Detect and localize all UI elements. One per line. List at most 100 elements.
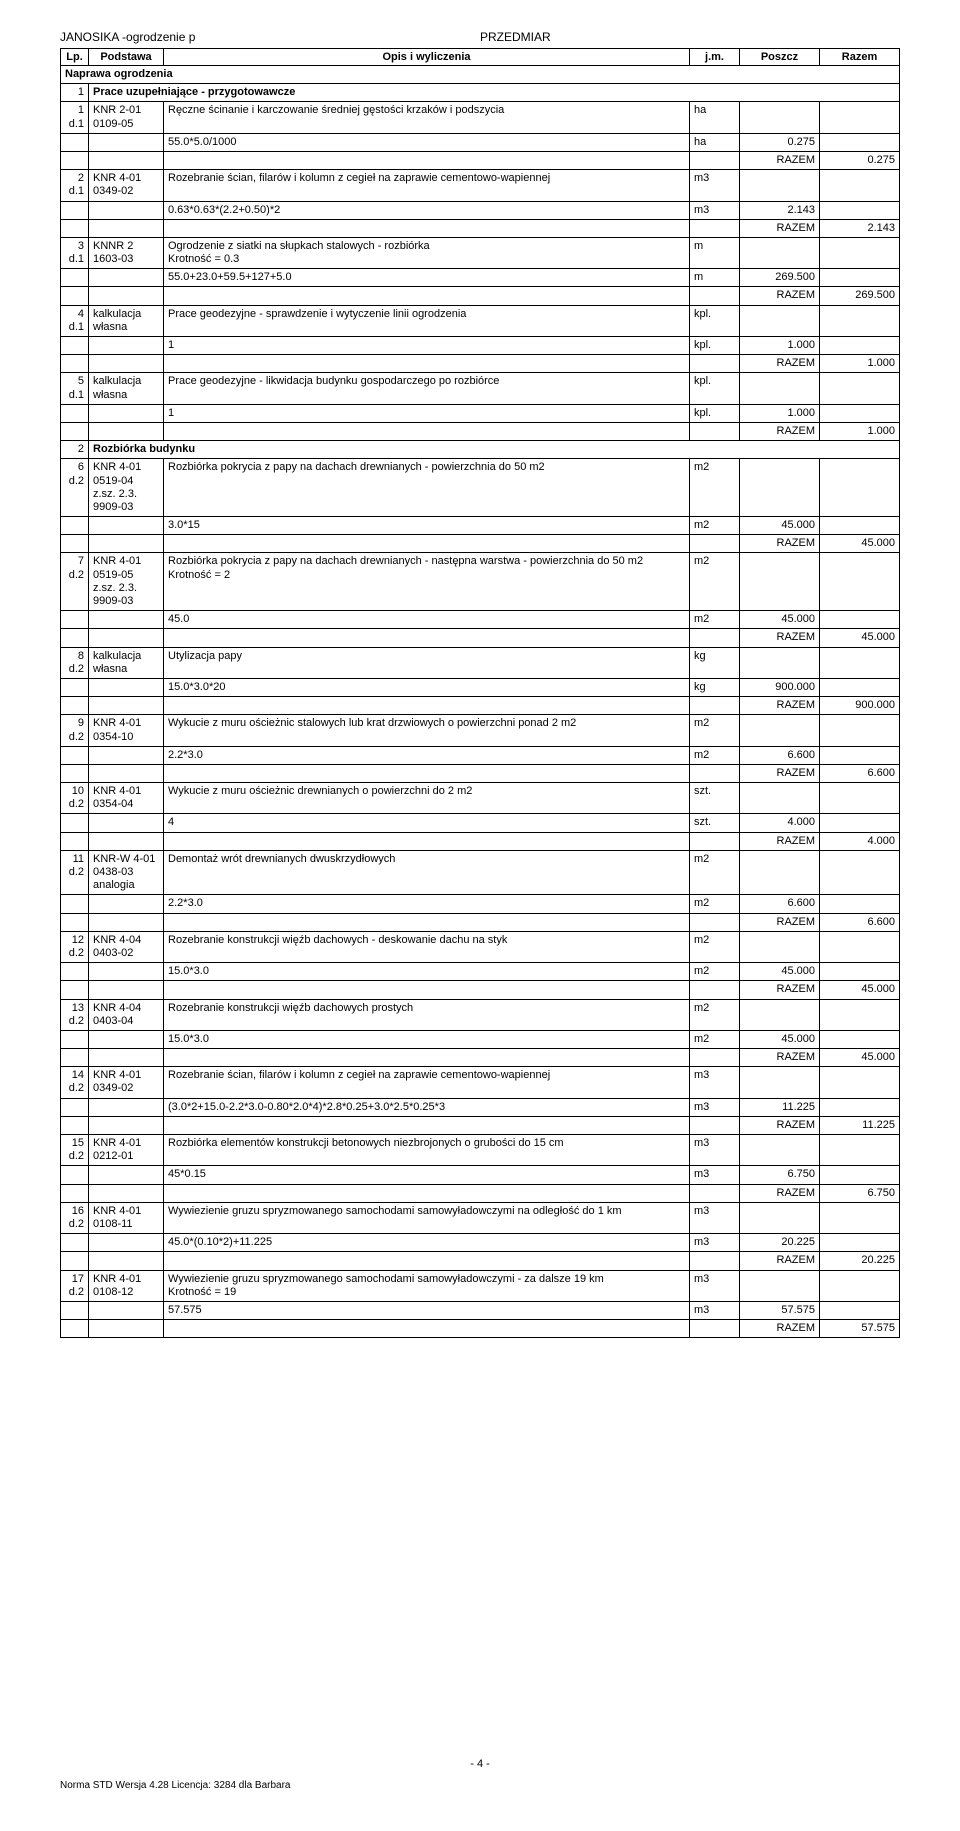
cell: Rozbiórka pokrycia z papy na dachach dre… xyxy=(164,553,690,611)
table-row: Naprawa ogrodzenia xyxy=(61,66,900,84)
cell xyxy=(89,1166,164,1184)
cell: 15 d.2 xyxy=(61,1135,89,1166)
cell: RAZEM xyxy=(740,764,820,782)
cell: 7 d.2 xyxy=(61,553,89,611)
table-row: 1kpl.1.000 xyxy=(61,404,900,422)
cell xyxy=(61,764,89,782)
cell: 2.2*3.0 xyxy=(164,746,690,764)
table-row: 11 d.2KNR-W 4-01 0438-03 analogiaDemonta… xyxy=(61,850,900,895)
cell xyxy=(61,1116,89,1134)
cell: Ogrodzenie z siatki na słupkach stalowyc… xyxy=(164,237,690,268)
cell: 3 d.1 xyxy=(61,237,89,268)
cell xyxy=(61,355,89,373)
cell xyxy=(89,422,164,440)
cell xyxy=(61,1320,89,1338)
cell: 1 xyxy=(164,337,690,355)
cell: 45.0*(0.10*2)+11.225 xyxy=(164,1234,690,1252)
cell: 0.275 xyxy=(820,151,900,169)
cell xyxy=(820,783,900,814)
cell xyxy=(61,963,89,981)
cell: m3 xyxy=(690,1234,740,1252)
cell xyxy=(820,170,900,201)
cell xyxy=(820,305,900,336)
cell: KNR-W 4-01 0438-03 analogia xyxy=(89,850,164,895)
cell xyxy=(820,999,900,1030)
cell: 15.0*3.0 xyxy=(164,1030,690,1048)
cell xyxy=(164,832,690,850)
cell: 45.000 xyxy=(820,981,900,999)
footer-note: Norma STD Wersja 4.28 Licencja: 3284 dla… xyxy=(60,1780,900,1791)
cell: m2 xyxy=(690,963,740,981)
table-row: RAZEM20.225 xyxy=(61,1252,900,1270)
cell: Wywiezienie gruzu spryzmowanego samochod… xyxy=(164,1270,690,1301)
cell: KNR 4-01 0519-04 z.sz. 2.3. 9909-03 xyxy=(89,459,164,517)
cell xyxy=(820,1202,900,1233)
cell: 6 d.2 xyxy=(61,459,89,517)
cell xyxy=(690,697,740,715)
cell xyxy=(89,697,164,715)
cell xyxy=(89,746,164,764)
cell: 4.000 xyxy=(820,832,900,850)
cell xyxy=(740,305,820,336)
cell xyxy=(61,1184,89,1202)
cell: KNR 4-01 0349-02 xyxy=(89,170,164,201)
cell xyxy=(820,611,900,629)
cell: RAZEM xyxy=(740,981,820,999)
cell: Prace uzupełniające - przygotowawcze xyxy=(89,84,900,102)
cell xyxy=(61,629,89,647)
cell xyxy=(61,517,89,535)
cell xyxy=(89,764,164,782)
cell xyxy=(820,269,900,287)
cell xyxy=(89,337,164,355)
cell xyxy=(740,1270,820,1301)
cell xyxy=(89,287,164,305)
cell xyxy=(820,133,900,151)
cell: m3 xyxy=(690,1067,740,1098)
cell: Wywiezienie gruzu spryzmowanego samochod… xyxy=(164,1202,690,1233)
cell: Rozebranie ścian, filarów i kolumn z ceg… xyxy=(164,170,690,201)
cell xyxy=(89,1049,164,1067)
table-row: RAZEM2.143 xyxy=(61,219,900,237)
table-row: 15.0*3.0m245.000 xyxy=(61,963,900,981)
cell xyxy=(89,913,164,931)
cell xyxy=(89,535,164,553)
table-row: 13 d.2KNR 4-04 0403-04Rozebranie konstru… xyxy=(61,999,900,1030)
table-row: 4szt.4.000 xyxy=(61,814,900,832)
cell xyxy=(89,517,164,535)
cell xyxy=(820,404,900,422)
cell xyxy=(89,832,164,850)
cell xyxy=(89,1320,164,1338)
cell: 16 d.2 xyxy=(61,1202,89,1233)
cell xyxy=(820,337,900,355)
cell: m2 xyxy=(690,459,740,517)
table-row: RAZEM6.750 xyxy=(61,1184,900,1202)
cell xyxy=(690,287,740,305)
cell: 57.575 xyxy=(740,1301,820,1319)
cell xyxy=(820,1270,900,1301)
cell: Prace geodezyjne - sprawdzenie i wytycze… xyxy=(164,305,690,336)
cell: 900.000 xyxy=(820,697,900,715)
cell: KNR 4-01 0349-02 xyxy=(89,1067,164,1098)
table-row: RAZEM45.000 xyxy=(61,1049,900,1067)
cell xyxy=(61,219,89,237)
cell: 11 d.2 xyxy=(61,850,89,895)
cell: 5 d.1 xyxy=(61,373,89,404)
cell xyxy=(820,1135,900,1166)
cell: kalkulacja własna xyxy=(89,647,164,678)
table-row: 3 d.1KNNR 2 1603-03Ogrodzenie z siatki n… xyxy=(61,237,900,268)
cell: szt. xyxy=(690,783,740,814)
cell: m3 xyxy=(690,201,740,219)
cell: 1.000 xyxy=(820,355,900,373)
cell xyxy=(820,517,900,535)
cell: m3 xyxy=(690,1270,740,1301)
cell xyxy=(89,1030,164,1048)
cell: 1.000 xyxy=(740,337,820,355)
table-row: 55.0*5.0/1000ha0.275 xyxy=(61,133,900,151)
cell: kalkulacja własna xyxy=(89,373,164,404)
cell: 1.000 xyxy=(820,422,900,440)
cell xyxy=(89,981,164,999)
cell: 11.225 xyxy=(820,1116,900,1134)
cell xyxy=(164,422,690,440)
cell xyxy=(61,1166,89,1184)
cell: 45.000 xyxy=(740,963,820,981)
